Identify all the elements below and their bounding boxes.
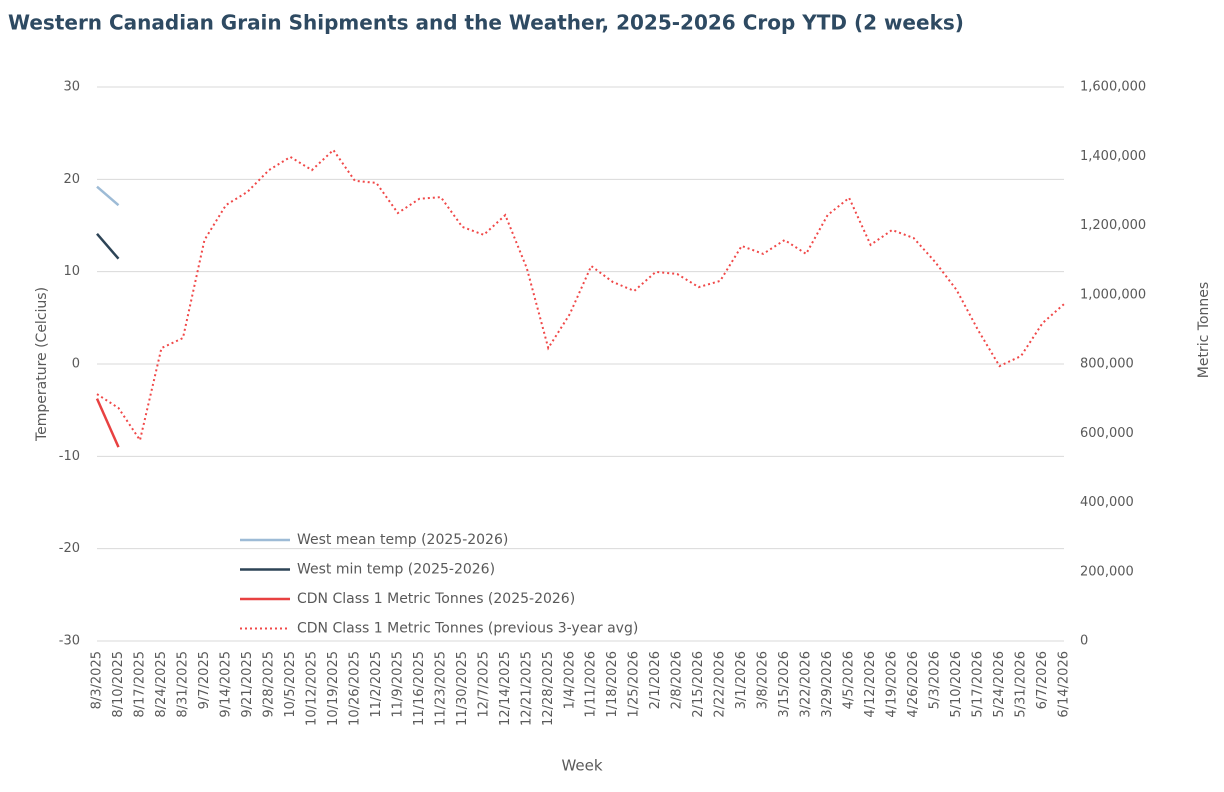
legend-label: West mean temp (2025-2026) [297, 532, 508, 548]
x-tick-label: 2/1/2026 [648, 651, 663, 709]
x-tick-label: 3/1/2026 [734, 651, 749, 709]
x-tick-label: 8/24/2025 [154, 651, 169, 718]
x-tick-label: 11/2/2025 [369, 651, 384, 718]
x-tick-label: 9/14/2025 [218, 651, 233, 718]
x-tick-label: 12/28/2025 [541, 651, 556, 726]
x-tick-label: 12/21/2025 [519, 651, 534, 726]
y2-tick-label: 400,000 [1080, 495, 1134, 510]
x-tick-label: 5/24/2026 [992, 651, 1007, 718]
x-tick-label: 11/30/2025 [455, 651, 470, 726]
y-tick-label: -20 [59, 541, 80, 556]
x-tick-label: 8/3/2025 [90, 651, 105, 709]
y-tick-label: 10 [63, 264, 80, 279]
series-line [96, 148, 1065, 443]
x-tick-label: 2/15/2026 [691, 651, 706, 718]
x-tick-label: 2/8/2026 [670, 651, 685, 709]
x-tick-label: 5/17/2026 [971, 651, 986, 718]
x-tick-label: 1/18/2026 [605, 651, 620, 718]
x-tick-label: 4/26/2026 [906, 651, 921, 718]
x-tick-label: 8/31/2025 [175, 651, 190, 718]
x-tick-label: 9/21/2025 [240, 651, 255, 718]
x-tick-label: 11/16/2025 [412, 651, 427, 726]
x-tick-label: 11/23/2025 [433, 651, 448, 726]
y-tick-label: -30 [59, 634, 80, 649]
legend-label: CDN Class 1 Metric Tonnes (previous 3-ye… [297, 621, 638, 637]
y2-axis-title: Metric Tonnes [1196, 282, 1212, 378]
x-tick-label: 3/8/2026 [756, 651, 771, 709]
x-tick-label: 1/25/2026 [627, 651, 642, 718]
y-tick-label: -10 [59, 449, 80, 464]
x-tick-label: 8/10/2025 [111, 651, 126, 718]
x-tick-label: 2/22/2026 [713, 651, 728, 718]
x-tick-label: 10/19/2025 [326, 651, 341, 726]
x-tick-label: 5/31/2026 [1014, 651, 1029, 718]
series-line [96, 232, 120, 260]
x-tick-label: 10/5/2025 [283, 651, 298, 718]
y2-tick-label: 800,000 [1080, 357, 1134, 372]
x-tick-label: 4/19/2026 [885, 651, 900, 718]
y-axis-title: Temperature (Celcius) [34, 287, 50, 442]
x-tick-label: 10/12/2025 [304, 651, 319, 726]
series-line [96, 185, 120, 207]
chart-title: Western Canadian Grain Shipments and the… [8, 11, 964, 35]
x-tick-label: 12/14/2025 [498, 651, 513, 726]
y2-tick-label: 1,000,000 [1080, 287, 1146, 302]
legend-label: West min temp (2025-2026) [297, 562, 495, 578]
y2-tick-label: 1,200,000 [1080, 218, 1146, 233]
x-tick-label: 3/22/2026 [799, 651, 814, 718]
x-tick-label: 8/17/2025 [132, 651, 147, 718]
x-tick-label: 9/28/2025 [261, 651, 276, 718]
y2-tick-label: 1,600,000 [1080, 80, 1146, 95]
x-tick-label: 5/3/2026 [928, 651, 943, 709]
x-tick-label: 1/11/2026 [584, 651, 599, 718]
x-tick-label: 11/9/2025 [390, 651, 405, 718]
y-tick-label: 20 [63, 172, 80, 187]
x-tick-label: 6/7/2026 [1035, 651, 1050, 709]
x-tick-label: 10/26/2025 [347, 651, 362, 726]
y2-tick-label: 0 [1080, 634, 1088, 649]
x-tick-label: 3/15/2026 [777, 651, 792, 718]
x-axis-title: Week [561, 757, 602, 775]
x-tick-label: 6/14/2026 [1057, 651, 1072, 718]
x-tick-label: 5/10/2026 [949, 651, 964, 718]
x-tick-label: 4/5/2026 [842, 651, 857, 709]
y2-tick-label: 200,000 [1080, 564, 1134, 579]
x-tick-label: 3/29/2026 [820, 651, 835, 718]
legend-label: CDN Class 1 Metric Tonnes (2025-2026) [297, 591, 575, 607]
y2-tick-label: 1,400,000 [1080, 149, 1146, 164]
y-tick-label: 30 [63, 80, 80, 95]
x-tick-label: 4/12/2026 [863, 651, 878, 718]
y2-tick-label: 600,000 [1080, 426, 1134, 441]
y-tick-label: 0 [72, 357, 80, 372]
series-line [95, 398, 120, 448]
x-tick-label: 12/7/2025 [476, 651, 491, 718]
x-tick-label: 1/4/2026 [562, 651, 577, 709]
x-tick-label: 9/7/2025 [197, 651, 212, 709]
